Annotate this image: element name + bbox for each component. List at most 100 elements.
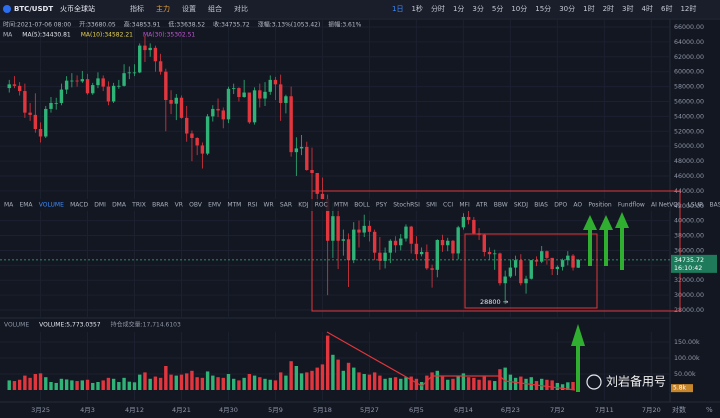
interval-button[interactable]: 1日	[392, 5, 403, 13]
indicator-tab[interactable]: SAR	[280, 202, 292, 209]
candle-body	[211, 108, 215, 117]
candle-body	[117, 85, 121, 87]
interval-button[interactable]: 3分	[472, 4, 483, 13]
indicator-tab[interactable]: SKDJ	[514, 202, 528, 209]
indicator-tab[interactable]: BBW	[494, 202, 508, 209]
indicator-tab[interactable]: BOLL	[354, 202, 370, 209]
tool-button[interactable]: 组合	[208, 4, 222, 13]
exchange[interactable]: 火币全球站	[60, 4, 95, 13]
range-box	[311, 190, 681, 312]
indicator-tab[interactable]: WR	[264, 202, 274, 209]
volume-bar	[268, 379, 272, 390]
indicator-tab[interactable]: Fundflow	[618, 202, 645, 209]
candle-body	[143, 45, 147, 51]
tool-button[interactable]: 设置	[182, 4, 196, 13]
candle-body	[540, 251, 544, 262]
indicator-tab[interactable]: LSUR	[688, 202, 704, 209]
volume-bar	[315, 367, 319, 390]
interval-button[interactable]: 1分	[453, 4, 464, 13]
interval-button[interactable]: 1时	[583, 4, 594, 13]
volume-bar	[273, 380, 278, 390]
indicator-tab[interactable]: BRAR	[152, 202, 168, 209]
indicator-tab[interactable]: EMA	[19, 202, 33, 209]
interval-button[interactable]: 2时	[603, 4, 614, 13]
indicator-tab[interactable]: RSI	[248, 202, 258, 209]
tool-button[interactable]: 对比	[234, 4, 248, 13]
candle-body	[242, 92, 246, 98]
ohlc-info: 高:34853.91	[124, 21, 161, 29]
indicator-tab[interactable]: AI NetVOL	[651, 202, 682, 209]
interval-button[interactable]: 1秒	[411, 4, 422, 13]
volume-bar	[362, 374, 366, 390]
y-tick-label: 50000.00	[674, 143, 704, 150]
candle-body	[12, 84, 17, 86]
indicator-tab[interactable]: PSY	[376, 202, 387, 209]
tool-button[interactable]: 主力	[156, 4, 170, 13]
volume-bar	[158, 377, 163, 390]
indicator-tab[interactable]: ATR	[476, 202, 487, 209]
volume-bar	[503, 367, 507, 390]
up-arrow	[571, 324, 585, 392]
volume-bar	[472, 377, 476, 390]
indicator-tab[interactable]: EMV	[208, 202, 222, 209]
interval-button[interactable]: 12时	[680, 4, 696, 13]
candle-body	[393, 240, 398, 246]
interval-button[interactable]: 4时	[642, 4, 653, 13]
interval-button[interactable]: 10分	[511, 4, 527, 13]
candle-body	[138, 45, 142, 73]
indicator-tab[interactable]: KDJ	[298, 202, 309, 209]
interval-button[interactable]: 5分	[492, 4, 503, 13]
indicator-tab[interactable]: StochRSI	[393, 202, 420, 209]
percent-toggle[interactable]: %	[706, 406, 713, 414]
volume-bar	[550, 380, 554, 390]
volume-bar	[477, 379, 481, 390]
indicator-tab[interactable]: OBV	[189, 202, 203, 209]
volume-bar	[153, 376, 158, 390]
indicator-tab[interactable]: VOLUME	[39, 202, 64, 209]
tool-button[interactable]: 指标	[130, 4, 144, 13]
candle-body	[294, 148, 299, 153]
interval-button[interactable]: 15分	[535, 4, 551, 13]
indicator-tab[interactable]: CCI	[443, 202, 453, 209]
indicator-tab[interactable]: DMA	[112, 202, 127, 209]
volume-bar	[70, 380, 74, 390]
indicator-tab[interactable]: DMI	[94, 202, 106, 209]
indicator-tab[interactable]: DPO	[554, 202, 567, 209]
interval-button[interactable]: 分时	[431, 4, 445, 13]
volume-bar	[331, 354, 335, 390]
volume-bar	[284, 375, 288, 390]
indicator-tab[interactable]: Position	[588, 202, 612, 209]
indicator-tab[interactable]: AO	[573, 202, 582, 209]
indicator-tab[interactable]: BIAS	[534, 202, 548, 209]
log-toggle[interactable]: 对数	[672, 405, 686, 414]
volume-bar	[372, 372, 377, 390]
candle-body	[91, 85, 95, 94]
x-tick-label: 6月5	[409, 406, 424, 414]
indicator-tab[interactable]: MTM	[334, 202, 348, 209]
volume-tick-label: 50.00k	[674, 371, 696, 378]
interval-button[interactable]: 30分	[559, 4, 575, 13]
volume-bar	[205, 371, 210, 390]
y-tick-label: 38000.00	[674, 233, 704, 240]
candle-body	[430, 268, 434, 270]
volume-bar	[352, 367, 356, 390]
indicator-tab[interactable]: MTM	[227, 202, 241, 209]
indicator-tab[interactable]: SMI	[426, 202, 437, 209]
volume-bar	[91, 382, 95, 390]
y-tick-label: 46000.00	[674, 173, 704, 180]
candle-body	[33, 114, 38, 130]
indicator-tab[interactable]: VR	[175, 202, 183, 209]
indicator-tab[interactable]: MACD	[70, 202, 88, 209]
indicator-tab[interactable]: TRIX	[131, 202, 146, 209]
volume-bar	[393, 377, 398, 390]
candle-body	[305, 146, 309, 171]
candle-body	[232, 88, 236, 89]
indicator-tab[interactable]: MFI	[459, 202, 470, 209]
indicator-tab[interactable]: MA	[4, 202, 14, 209]
volume-bar	[446, 379, 450, 390]
indicator-tab[interactable]: BASIS	[710, 202, 720, 209]
interval-button[interactable]: 3时	[622, 4, 633, 13]
interval-button[interactable]: 6时	[661, 4, 672, 13]
indicator-tab[interactable]: ROC	[315, 202, 328, 209]
symbol[interactable]: BTC/USDT	[14, 5, 53, 13]
